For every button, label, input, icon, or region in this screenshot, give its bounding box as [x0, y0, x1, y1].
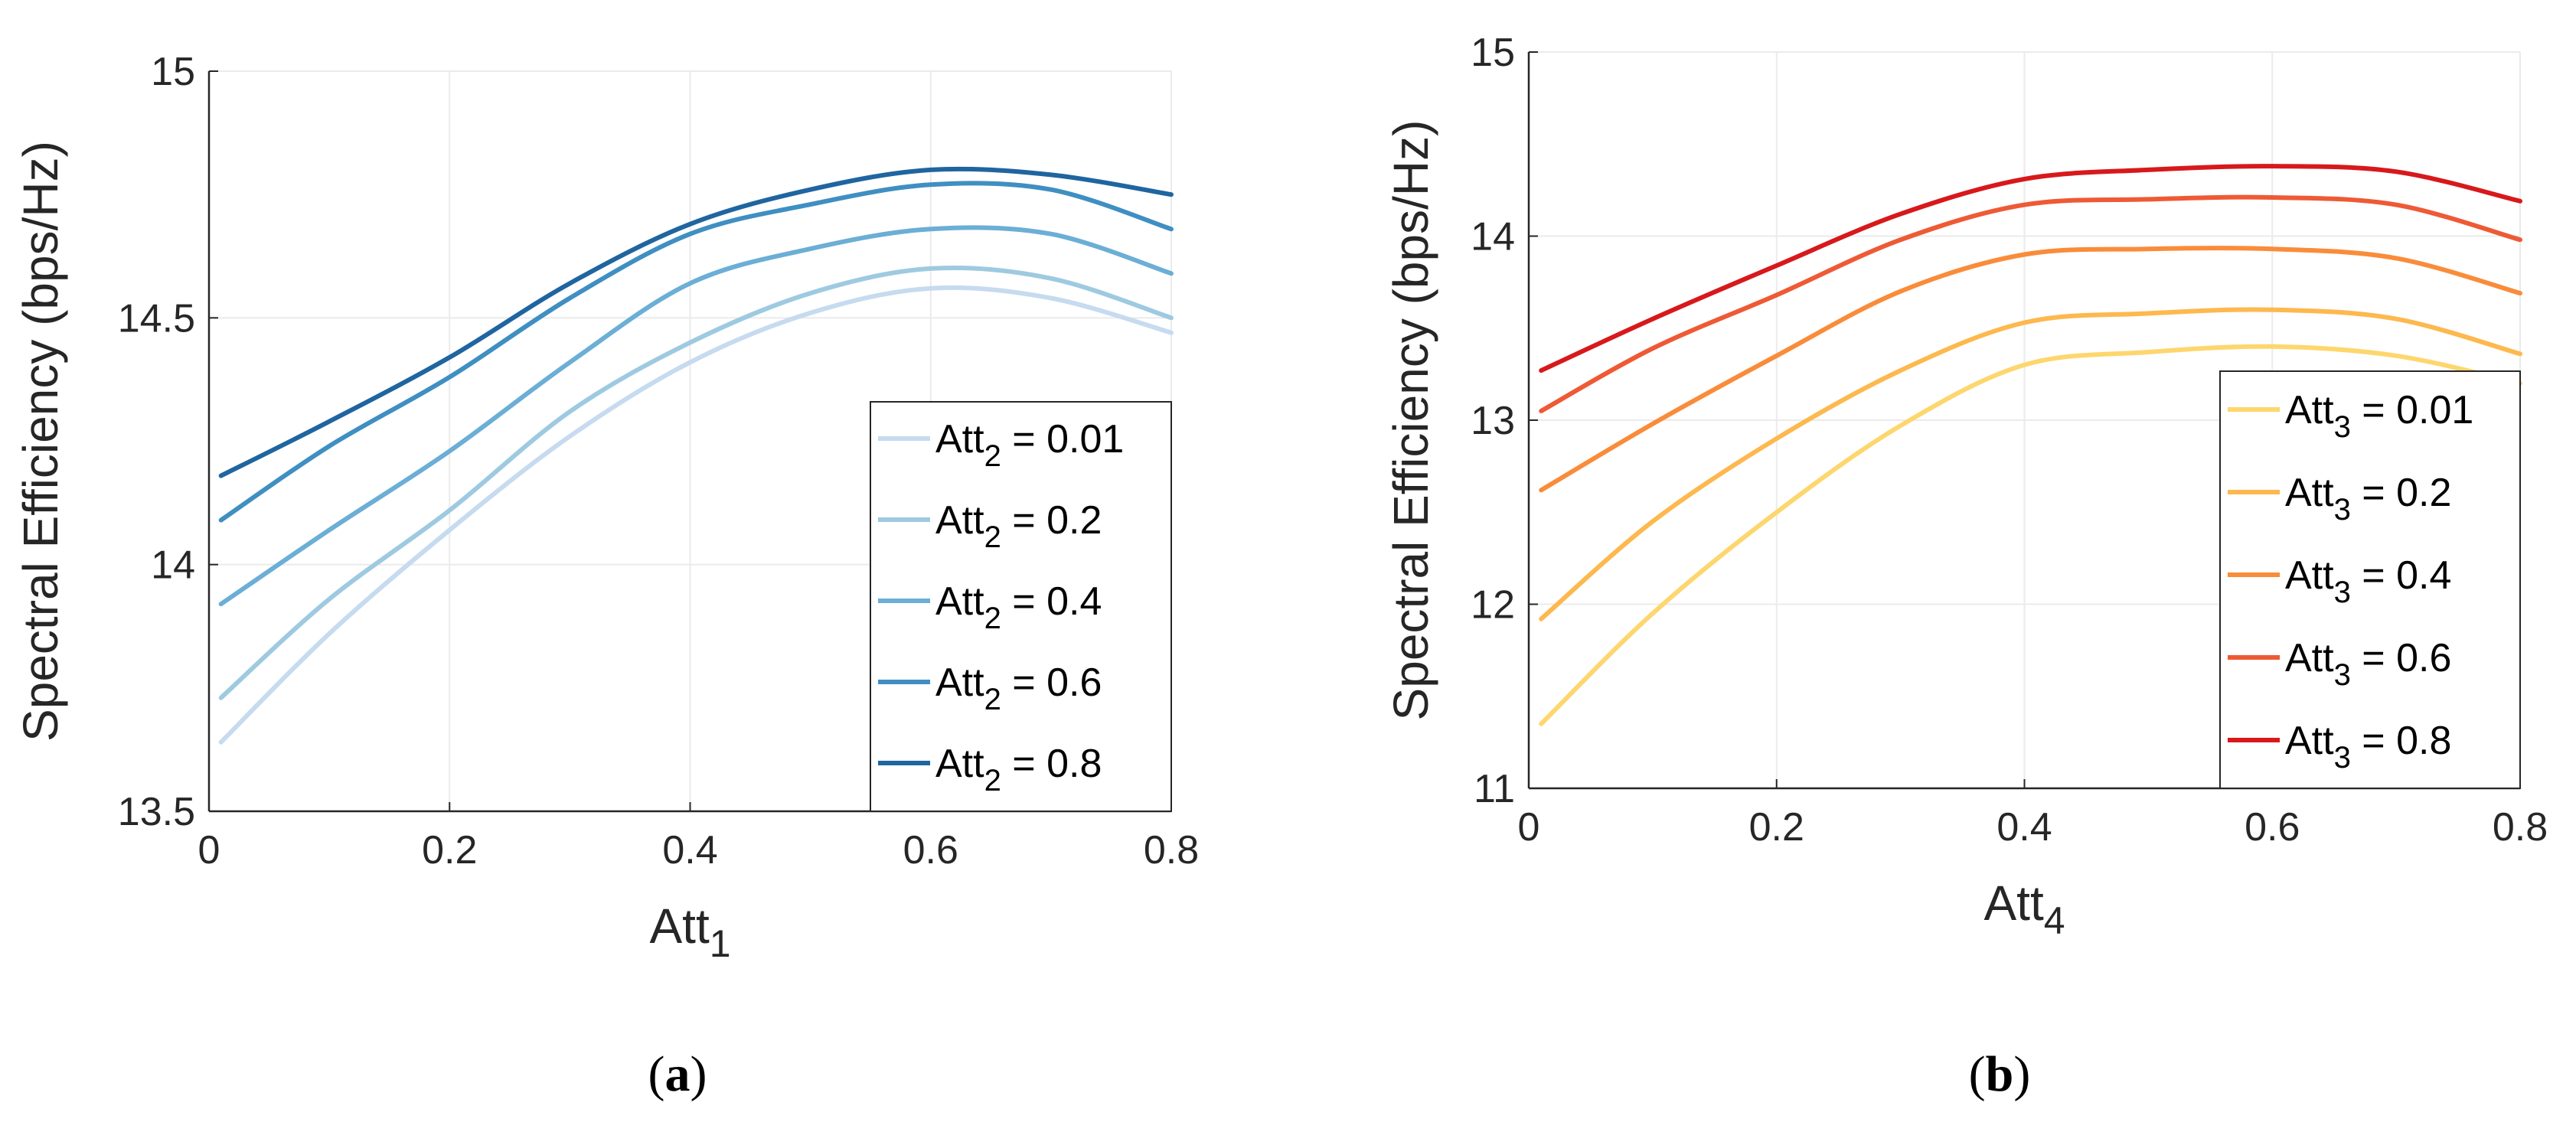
- x-tick-label: 0.8: [1144, 828, 1199, 872]
- legend-box: [870, 401, 1172, 812]
- x-tick-label: 0.4: [1996, 805, 2052, 850]
- series-line-1: [1539, 344, 2522, 726]
- legend-box: [2219, 370, 2521, 789]
- series-line-3: [1539, 246, 2522, 493]
- x-tick-label: 0.4: [662, 828, 717, 872]
- y-tick-label: 11: [1474, 767, 1515, 811]
- y-axis-title: Spectral Efficiency (bps/Hz): [1383, 120, 1438, 721]
- x-tick-label: 0.2: [422, 828, 477, 872]
- y-tick-label: 14: [151, 543, 195, 588]
- series-line-5: [1539, 164, 2522, 373]
- series-line-4: [218, 181, 1174, 523]
- x-tick-label: 0.6: [903, 828, 958, 872]
- panel-caption: (b): [1969, 1046, 2031, 1102]
- legend-entry-label: Att2 = 0.01: [935, 417, 1124, 473]
- y-tick-label: 13.5: [118, 790, 195, 834]
- panel-caption: (a): [648, 1046, 707, 1102]
- y-tick-label: 15: [151, 50, 195, 94]
- x-axis-title: Att1: [649, 899, 730, 965]
- legend-entry-label: Att2 = 0.2: [935, 498, 1102, 554]
- x-tick-label: 0.8: [2493, 805, 2548, 850]
- x-tick-label: 0.2: [1749, 805, 1804, 850]
- x-tick-label: 0: [198, 828, 220, 872]
- legend-entry-label: Att2 = 0.4: [935, 579, 1102, 635]
- legend-entry-label: Att2 = 0.6: [935, 660, 1102, 716]
- legend-entry-label: Att2 = 0.8: [935, 742, 1102, 797]
- y-tick-label: 14.5: [118, 296, 195, 341]
- series-line-4: [1539, 194, 2522, 413]
- legend-entry-label: Att3 = 0.2: [2285, 471, 2451, 527]
- y-tick-label: 14: [1471, 215, 1515, 259]
- series-line-3: [218, 225, 1174, 607]
- series-line-2: [1539, 307, 2522, 621]
- y-tick-label: 13: [1471, 399, 1515, 443]
- y-tick-label: 15: [1471, 31, 1515, 75]
- legend-entry-label: Att3 = 0.4: [2285, 553, 2451, 609]
- legend-entry-label: Att3 = 0.6: [2285, 636, 2451, 692]
- panel-a: 0 0.2 0.4 0.6 0.8 13.5 14 14.5 15 Att2 = 0.01 Att2…: [13, 50, 1199, 1102]
- legend-entry-label: Att3 = 0.8: [2285, 719, 2451, 775]
- x-tick-label: 0.6: [2245, 805, 2300, 850]
- series-line-1: [218, 285, 1174, 745]
- y-axis-title: Spectral Efficiency (bps/Hz): [13, 141, 68, 742]
- series-line-5: [218, 166, 1174, 478]
- y-tick-label: 12: [1471, 583, 1515, 628]
- x-tick-label: 0: [1518, 805, 1540, 850]
- legend-entry-label: Att3 = 0.01: [2285, 388, 2473, 444]
- panel-b: 0 0.2 0.4 0.6 0.8 11 12 13 14 15 Att3 = 0.01 Att3 =…: [1383, 31, 2548, 1102]
- series-line-2: [218, 265, 1174, 700]
- x-axis-title: Att4: [1983, 876, 2065, 942]
